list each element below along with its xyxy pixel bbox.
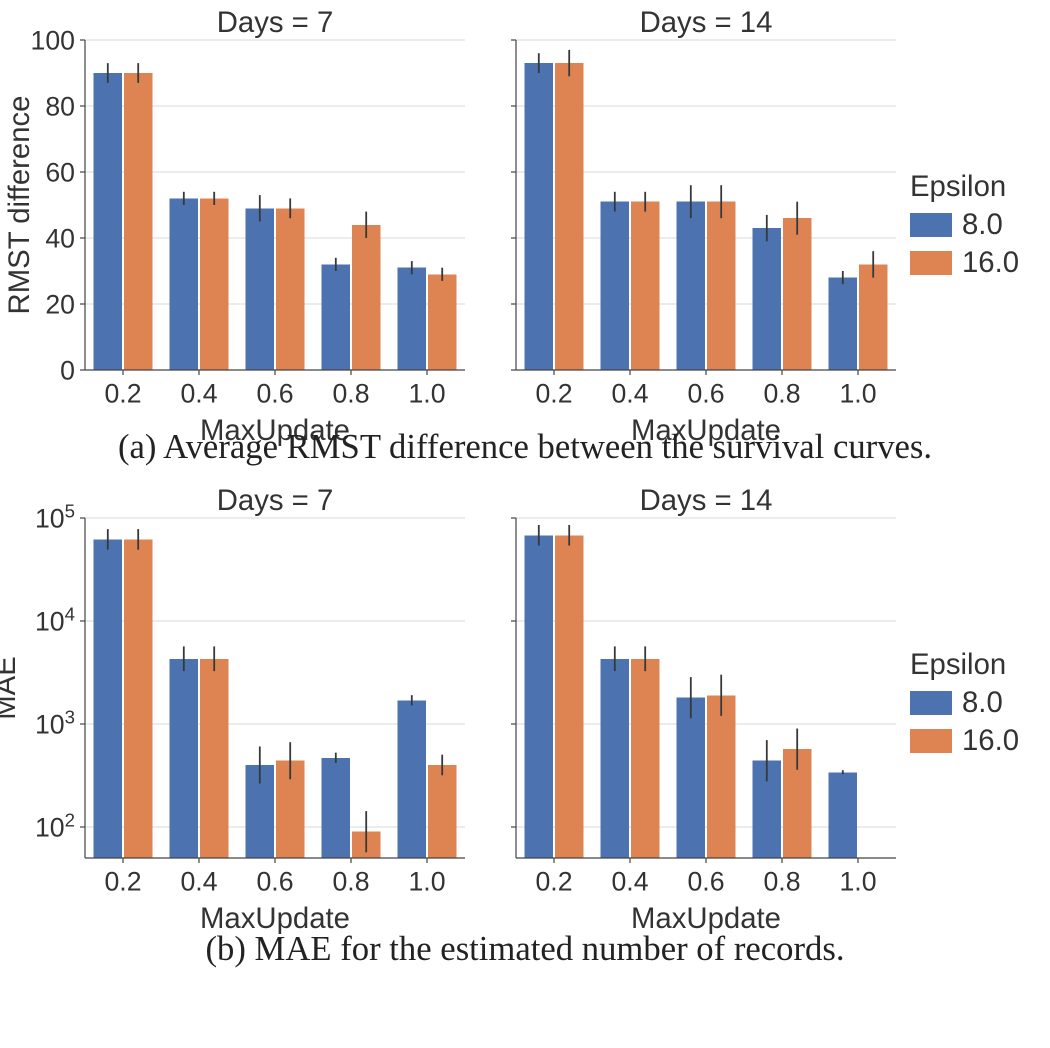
svg-text:0.6: 0.6 <box>687 379 724 409</box>
legend-item: 16.0 <box>910 246 1019 280</box>
panel-title: Days = 14 <box>640 6 773 39</box>
legend-label: 16.0 <box>962 246 1019 280</box>
legend: Epsilon 8.0 16.0 <box>910 170 1019 280</box>
svg-text:0.2: 0.2 <box>535 379 572 409</box>
bar <box>631 202 660 370</box>
bar <box>555 535 584 858</box>
svg-text:103: 103 <box>35 706 75 740</box>
legend-item: 16.0 <box>910 724 1019 758</box>
bar <box>555 63 584 370</box>
legend-label: 8.0 <box>962 208 1003 242</box>
bar <box>169 198 198 370</box>
legend-swatch <box>910 251 952 275</box>
legend-item: 8.0 <box>910 208 1019 242</box>
bar <box>124 539 153 858</box>
svg-text:105: 105 <box>35 500 75 533</box>
svg-text:1.0: 1.0 <box>839 379 876 409</box>
legend-item: 8.0 <box>910 686 1019 720</box>
legend-swatch <box>910 213 952 237</box>
svg-text:20: 20 <box>45 289 75 319</box>
svg-text:0.4: 0.4 <box>180 867 217 897</box>
bar <box>524 535 553 858</box>
bar <box>600 659 629 858</box>
legend-title: Epsilon <box>910 648 1019 682</box>
legend-swatch <box>910 729 952 753</box>
bar <box>707 202 736 370</box>
svg-text:0.8: 0.8 <box>332 379 369 409</box>
svg-text:0: 0 <box>60 355 75 385</box>
svg-text:0.6: 0.6 <box>687 867 724 897</box>
bar <box>752 228 781 370</box>
bar <box>631 659 660 858</box>
legend-swatch <box>910 691 952 715</box>
y-axis-label: MAE <box>0 656 22 720</box>
bar <box>321 758 350 858</box>
bar <box>859 264 888 370</box>
bar <box>428 274 457 370</box>
svg-text:0.6: 0.6 <box>256 867 293 897</box>
svg-text:102: 102 <box>35 809 75 843</box>
bar <box>245 208 274 370</box>
svg-text:0.4: 0.4 <box>180 379 217 409</box>
svg-text:0.8: 0.8 <box>763 867 800 897</box>
svg-text:40: 40 <box>45 223 75 253</box>
bar <box>200 659 229 858</box>
svg-text:0.2: 0.2 <box>104 379 141 409</box>
bar <box>200 198 229 370</box>
svg-text:0.8: 0.8 <box>763 379 800 409</box>
chart-panel: 0.20.40.60.81.0Days = 14MaxUpdate <box>516 518 896 858</box>
bar <box>397 268 426 370</box>
panel-title: Days = 7 <box>217 484 334 517</box>
bar <box>600 202 629 370</box>
legend-title: Epsilon <box>910 170 1019 204</box>
bar <box>397 700 426 858</box>
bar <box>124 73 153 370</box>
svg-text:100: 100 <box>31 25 75 55</box>
bar <box>676 698 705 858</box>
svg-text:104: 104 <box>35 603 75 637</box>
bar <box>828 772 857 858</box>
bar <box>93 539 122 858</box>
svg-text:0.4: 0.4 <box>611 379 648 409</box>
chart-panel: 1021031041050.20.40.60.81.0Days = 7MaxUp… <box>85 518 465 858</box>
bar <box>169 659 198 858</box>
svg-text:60: 60 <box>45 157 75 187</box>
legend-label: 16.0 <box>962 724 1019 758</box>
y-axis-label: RMST difference <box>3 96 36 315</box>
panel-title: Days = 14 <box>640 484 773 517</box>
bar <box>828 278 857 370</box>
bar <box>428 765 457 858</box>
svg-text:0.6: 0.6 <box>256 379 293 409</box>
bar <box>352 225 381 370</box>
figure-root: 0204060801000.20.40.60.81.0Days = 7MaxUp… <box>0 0 1050 1048</box>
bar <box>93 73 122 370</box>
svg-text:0.2: 0.2 <box>104 867 141 897</box>
bar <box>707 695 736 858</box>
chart-panel: 0.20.40.60.81.0Days = 14MaxUpdate <box>516 40 896 370</box>
caption: (b) MAE for the estimated number of reco… <box>0 930 1050 969</box>
bar <box>524 63 553 370</box>
svg-text:1.0: 1.0 <box>408 379 445 409</box>
bar <box>321 264 350 370</box>
panel-title: Days = 7 <box>217 6 334 39</box>
svg-text:0.2: 0.2 <box>535 867 572 897</box>
bar <box>676 202 705 370</box>
svg-text:0.8: 0.8 <box>332 867 369 897</box>
legend-label: 8.0 <box>962 686 1003 720</box>
caption: (a) Average RMST difference between the … <box>0 428 1050 467</box>
bar <box>783 218 812 370</box>
svg-text:1.0: 1.0 <box>839 867 876 897</box>
chart-panel: 0204060801000.20.40.60.81.0Days = 7MaxUp… <box>85 40 465 370</box>
bar <box>276 208 305 370</box>
svg-text:1.0: 1.0 <box>408 867 445 897</box>
svg-text:80: 80 <box>45 91 75 121</box>
svg-text:0.4: 0.4 <box>611 867 648 897</box>
legend: Epsilon 8.0 16.0 <box>910 648 1019 758</box>
